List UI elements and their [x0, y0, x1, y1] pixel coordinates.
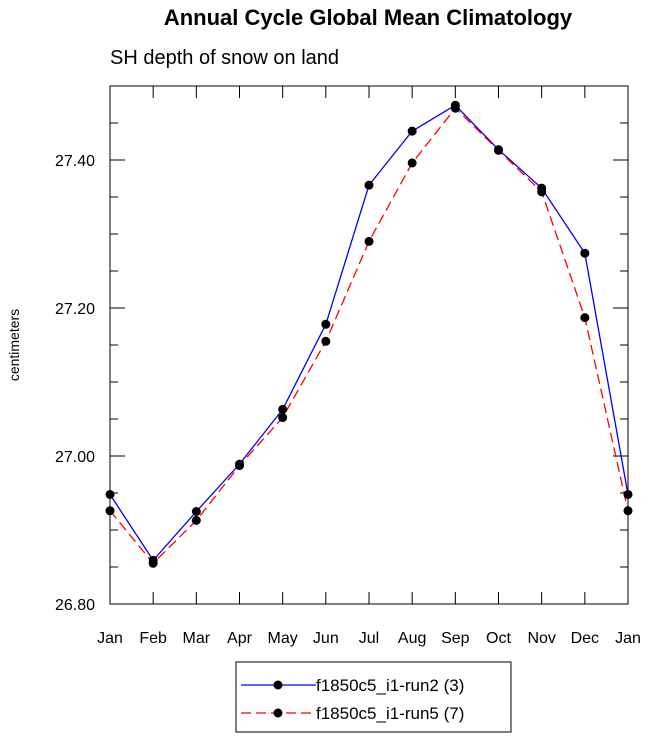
x-tick-label: Dec — [571, 630, 599, 647]
data-point — [580, 313, 590, 323]
data-point — [191, 515, 201, 525]
axis-ticks — [109, 85, 629, 605]
chart-subtitle: SH depth of snow on land — [110, 47, 339, 69]
series-line-1 — [109, 104, 629, 562]
y-tick-label: 26.80 — [55, 597, 95, 614]
data-point — [623, 506, 633, 516]
x-tick-label: Jun — [313, 630, 339, 647]
data-point — [105, 489, 115, 499]
y-axis-label: centimeters — [6, 309, 22, 381]
legend-box — [235, 661, 512, 733]
x-tick-label: May — [268, 630, 298, 647]
x-tick-label: Aug — [398, 630, 426, 647]
x-tick-label: Mar — [183, 630, 211, 647]
x-tick-label: Nov — [527, 630, 555, 647]
chart-title: Annual Cycle Global Mean Climatology — [164, 5, 573, 30]
series-markers — [105, 100, 633, 568]
data-point — [450, 103, 460, 113]
data-point — [407, 158, 417, 168]
data-point — [105, 506, 115, 516]
x-tick-label: Oct — [486, 630, 511, 647]
data-point — [407, 126, 417, 136]
y-tick-label: 27.40 — [55, 153, 95, 170]
legend-label-2: f1850c5_i1-run5 (7) — [316, 704, 464, 723]
data-point — [364, 180, 374, 190]
y-tick-label: 27.20 — [55, 301, 95, 318]
legend-marker-1 — [273, 680, 283, 690]
legend: f1850c5_i1-run2 (3) f1850c5_i1-run5 (7) — [241, 676, 464, 723]
data-point — [623, 489, 633, 499]
series-lines — [109, 104, 629, 565]
data-point — [364, 236, 374, 246]
tick-labels: Jan Feb Mar Apr May Jun Jul Aug Sep Oct Nov Dec Jan2… — [55, 153, 641, 647]
data-point — [235, 461, 244, 471]
y-tick-label: 27.00 — [55, 449, 95, 466]
data-point — [191, 507, 201, 516]
series-line-2 — [109, 107, 629, 565]
x-tick-label: Jul — [359, 630, 379, 647]
x-tick-label: Feb — [139, 630, 167, 647]
data-point — [278, 413, 288, 423]
plot-frame — [109, 85, 629, 605]
x-tick-label: Jan — [615, 630, 641, 647]
data-point — [148, 558, 158, 568]
data-point — [580, 248, 590, 258]
data-point — [537, 187, 547, 197]
data-point — [494, 145, 503, 155]
x-tick-label: Apr — [227, 630, 253, 647]
data-point — [321, 336, 331, 346]
x-tick-label: Sep — [441, 630, 470, 647]
data-point — [321, 319, 331, 329]
x-tick-label: Jan — [97, 630, 123, 647]
legend-marker-2 — [273, 708, 283, 718]
legend-label-1: f1850c5_i1-run2 (3) — [316, 676, 464, 695]
data-point — [278, 404, 288, 414]
